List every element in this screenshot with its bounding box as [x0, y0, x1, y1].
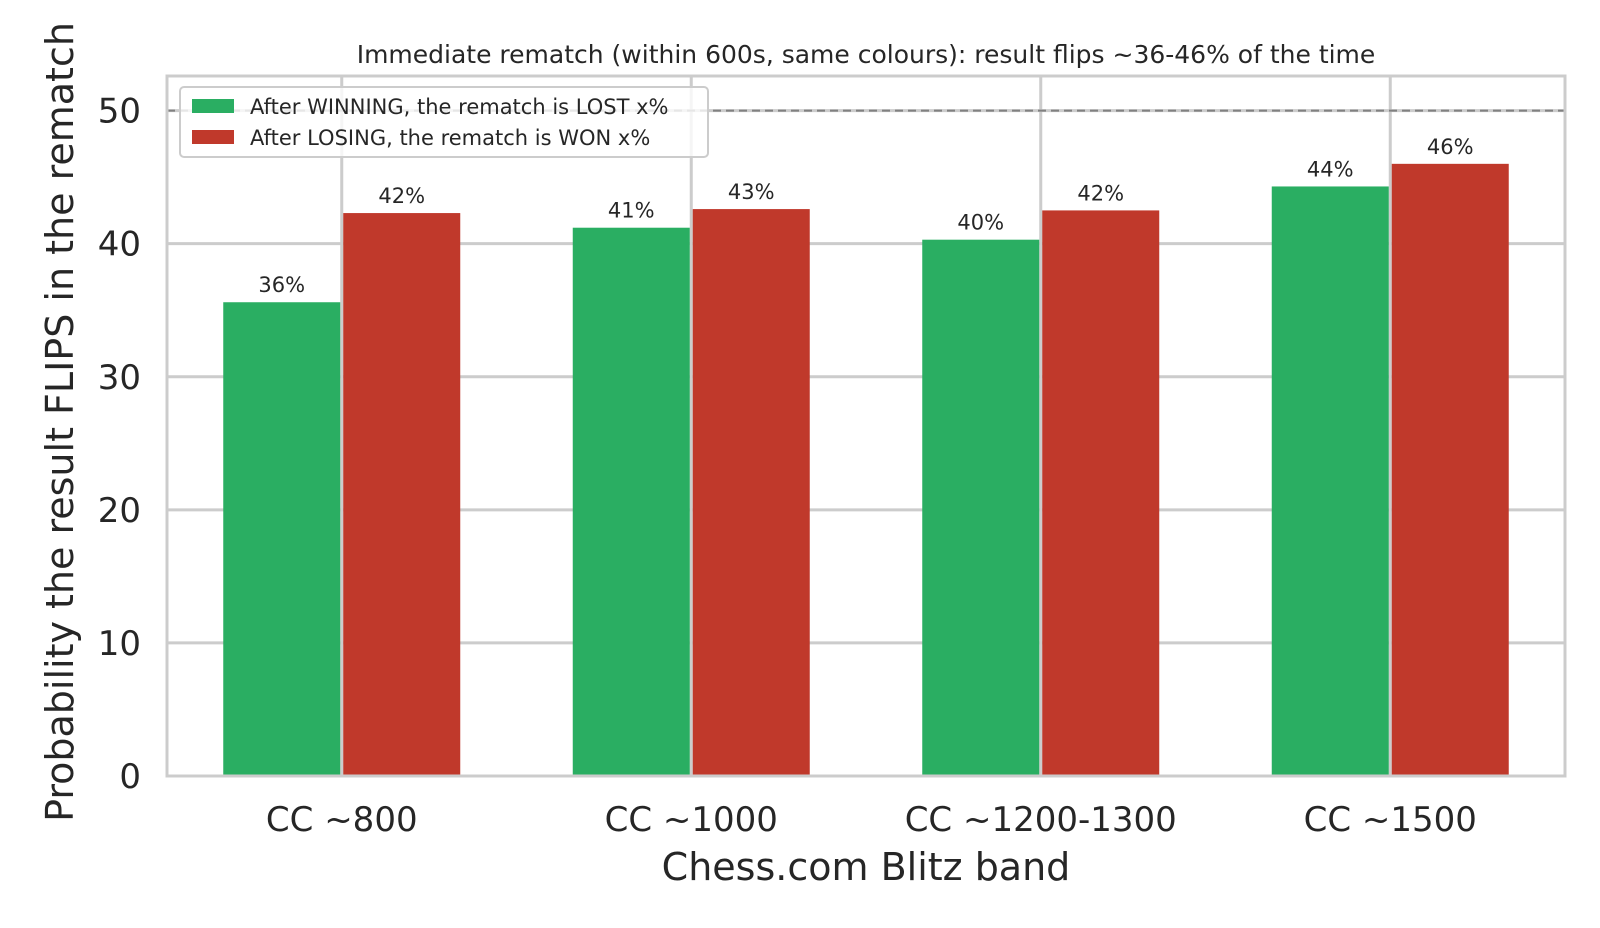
y-tick-label: 30 — [98, 358, 141, 398]
bar-series-1-0 — [343, 213, 461, 776]
x-tick-label: CC ~1500 — [1304, 800, 1477, 840]
y-tick-label: 20 — [98, 491, 141, 531]
x-tick-labels: CC ~800 CC ~1000 CC ~1200-1300 CC ~1500 — [266, 800, 1477, 840]
legend-box — [179, 86, 709, 158]
y-tick-label: 50 — [98, 92, 141, 132]
bar-series-0-1 — [572, 227, 690, 776]
bar-value-label: 42% — [378, 184, 425, 208]
bar-value-label: 43% — [728, 180, 775, 204]
y-tick-label: 0 — [119, 757, 141, 797]
legend-label-winning: After WINNING, the rematch is LOST x% — [250, 95, 668, 119]
chart-title: Immediate rematch (within 600s, same col… — [357, 40, 1376, 69]
bar-series-0-0 — [223, 302, 341, 776]
bar-series-1-1 — [692, 209, 810, 777]
x-tick-label: CC ~1000 — [605, 800, 778, 840]
legend-swatch-winning — [192, 99, 234, 113]
y-tick-label: 40 — [98, 225, 141, 265]
legend: After WINNING, the rematch is LOST x% Af… — [179, 86, 709, 158]
bar-value-label: 40% — [957, 211, 1004, 235]
bar-value-label: 41% — [608, 199, 655, 223]
bar-value-label: 42% — [1077, 181, 1124, 205]
y-tick-label: 10 — [98, 624, 141, 664]
bar-series-0-3 — [1271, 186, 1389, 776]
bar-series-0-2 — [922, 239, 1040, 776]
bar-series-1-3 — [1391, 163, 1509, 776]
x-tick-label: CC ~1200-1300 — [905, 800, 1177, 840]
x-axis-label: Chess.com Blitz band — [662, 845, 1071, 889]
bar-value-label: 36% — [258, 273, 305, 297]
bar-series-1-2 — [1042, 210, 1160, 776]
bar-value-label: 44% — [1307, 157, 1354, 181]
bars — [223, 163, 1509, 777]
plot-frame — [165, 74, 1567, 778]
bar-value-label: 46% — [1427, 135, 1474, 159]
legend-swatch-losing — [192, 130, 234, 144]
y-tick-labels: 0 10 20 30 40 50 — [98, 92, 141, 797]
x-tick-label: CC ~800 — [266, 800, 418, 840]
legend-label-losing: After LOSING, the rematch is WON x% — [250, 126, 650, 150]
bar-labels: 36% 41% 40% 44% 42% 43% 42% 46% — [258, 135, 1473, 297]
y-axis-label: Probability the result FLIPS in the rema… — [38, 22, 82, 822]
